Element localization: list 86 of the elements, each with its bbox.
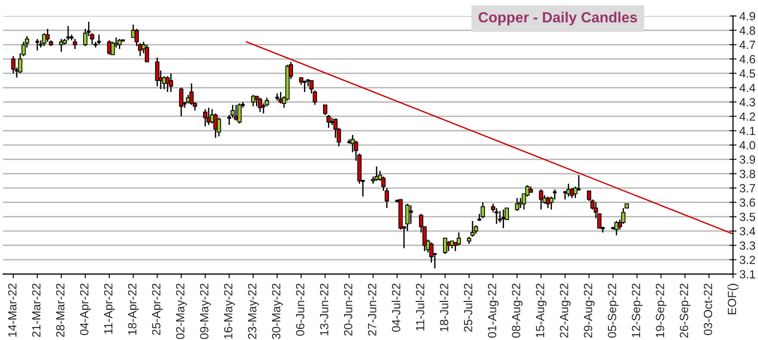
x-tick-label: 18-Apr-22 [128,284,139,335]
x-tick-label: 01-Aug-22 [488,284,499,338]
x-tick-label: 09-May-22 [200,284,211,340]
y-tick-label: 4.4 [740,84,756,92]
candlestick [96,34,102,46]
candlestick [494,207,500,224]
candlestick [110,41,115,56]
x-tick-label: 02-May-22 [176,284,187,340]
candlestick [72,38,78,50]
candlestick [258,97,262,113]
x-tick-label: EOF() [727,284,738,314]
y-tick-label: 3.3 [740,241,756,250]
candlestick [165,76,170,93]
y-tick-label: 3.9 [740,155,756,164]
x-tick-label: 15-Aug-22 [536,284,547,338]
candlestick [45,28,50,42]
candlestick [446,240,451,252]
x-tick-label: 14-Mar-22 [8,284,16,337]
candlestick [237,102,242,124]
candlestick [251,94,256,107]
y-tick-label: 4.3 [740,98,756,106]
candlestick [11,56,16,74]
candlestick [203,108,208,127]
candlestick [480,202,485,219]
x-tick-label: 26-Sep-22 [680,284,691,338]
candlestick [538,188,544,210]
x-tick-label: 21-Mar-22 [32,284,40,337]
candlestick [117,38,122,50]
x-tick-label: 25-Jul-22 [464,284,472,332]
candlestick [470,220,475,238]
x-tick-label: 22-Aug-22 [560,284,571,338]
candlestick [408,204,413,224]
x-tick-label: 19-Sep-22 [656,284,667,338]
candlestick [302,80,308,93]
y-tick-label: 4.0 [740,141,756,150]
y-tick-label: 4.5 [740,69,756,78]
x-tick-label: 04-Apr-22 [80,284,91,336]
x-tick-label: 28-Mar-22 [56,284,64,337]
y-tick-label: 4.8 [740,26,756,35]
candlestick [59,38,64,52]
x-tick-label: 30-May-22 [272,284,283,340]
candlestick [456,232,461,246]
candlestick [168,72,174,93]
y-tick-label: 3.8 [740,170,756,178]
candlestick [155,56,160,87]
y-tick-label: 3.2 [740,256,756,264]
y-tick-label: 4.7 [740,40,756,49]
x-tick-label: 08-Aug-22 [512,284,523,338]
candlestick [134,28,139,47]
x-tick-label: 11-Apr-22 [104,284,115,334]
x-tick-label: 25-Apr-22 [152,284,163,335]
y-tick-label: 3.5 [740,212,756,222]
y-tick-label: 3.7 [740,184,756,192]
x-tick-label: 18-Jul-22 [440,284,448,332]
candlestick [405,203,410,232]
y-tick-label: 4.2 [740,112,756,121]
chart-title: Copper - Daily Candles [478,12,638,26]
candlestick [278,91,283,104]
y-tick-label: 4.1 [740,126,756,135]
x-tick-label: 20-Jun-22 [344,284,352,336]
x-tick-label: 29-Aug-22 [584,284,595,338]
x-tick-label: 12-Sep-22 [632,284,643,338]
candlestick [514,197,520,212]
x-tick-label: 03-Oct-22 [704,284,712,336]
x-tick-label: 13-Jun-22 [320,284,328,336]
candlestick [216,117,222,138]
x-tick-label: 11-Jul-22 [416,284,424,331]
candlestick [323,104,328,116]
x-tick-label: 05-Sep-22 [608,284,619,338]
candlestick [442,238,448,255]
x-tick-label: 06-Jun-22 [296,284,304,336]
y-tick-label: 3.4 [740,227,756,236]
y-tick-label: 4.6 [740,55,756,64]
candlestick [374,166,379,182]
candlestick [326,114,331,128]
candlestick [179,87,184,117]
y-tick-label: 4.9 [740,12,756,20]
x-tick-label: 23-May-22 [248,284,259,339]
candlestick [144,44,150,62]
candlestick [42,32,46,47]
candlestick [312,90,318,106]
x-tick-label: 27-Jun-22 [368,284,376,336]
y-tick-label: 3.1 [740,270,756,278]
x-tick-label: 04-Jul-22 [392,284,400,332]
x-tick-label: 16-May-22 [224,284,235,339]
y-tick-label: 3.6 [740,198,756,207]
